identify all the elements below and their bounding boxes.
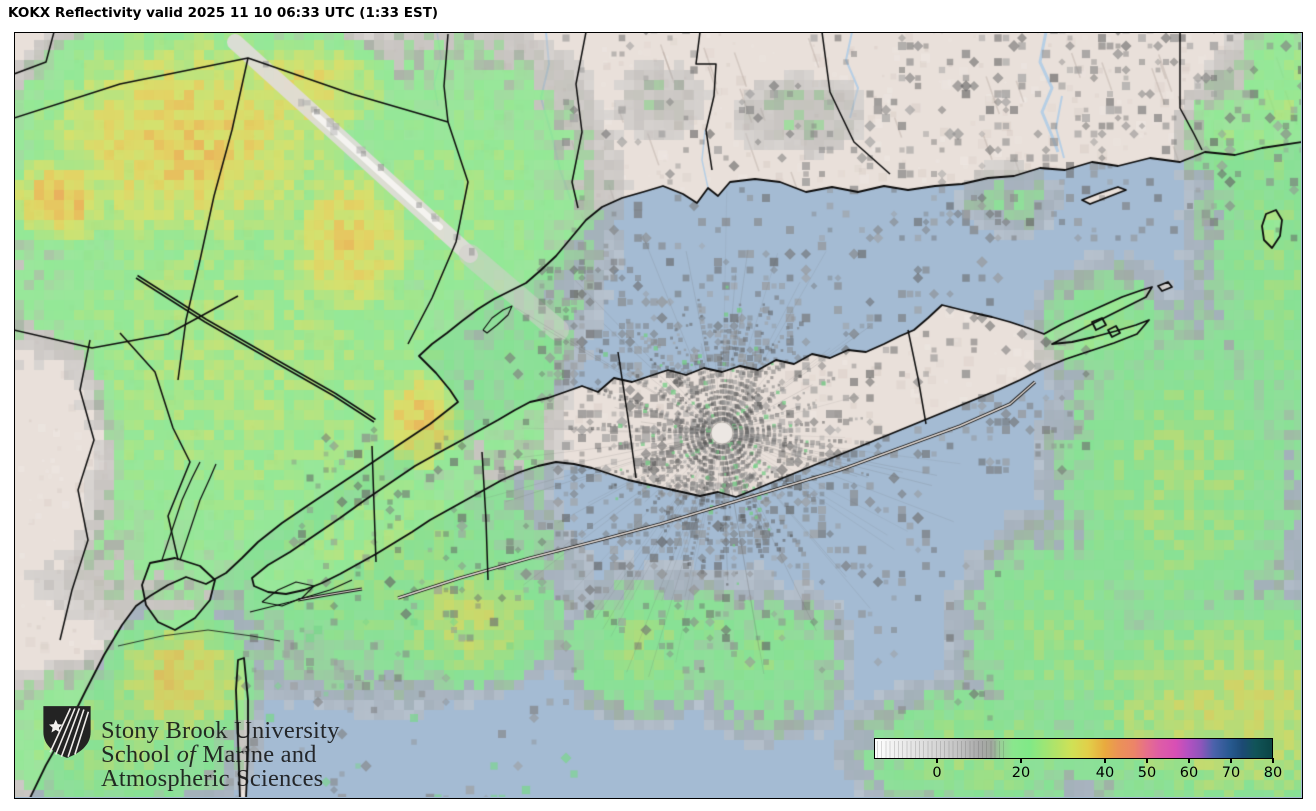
colorbar-tick-mark bbox=[936, 758, 938, 763]
sbu-shield-icon bbox=[43, 706, 91, 758]
colorbar-step-stripes bbox=[877, 741, 1005, 758]
colorbar-tick-mark bbox=[1272, 758, 1274, 763]
radar-map-canvas bbox=[15, 33, 1301, 797]
colorbar-tick-label: 40 bbox=[1095, 765, 1115, 781]
colorbar-tick-label: 20 bbox=[1011, 765, 1031, 781]
colorbar-tick-mark bbox=[1188, 758, 1190, 763]
sbu-logo-text: Stony Brook University School of Marine … bbox=[101, 705, 340, 791]
colorbar-tick-mark bbox=[1146, 758, 1148, 763]
sbu-logo-line1: Stony Brook University bbox=[101, 717, 340, 744]
colorbar-tick-mark bbox=[1104, 758, 1106, 763]
colorbar-tick-label: 80 bbox=[1263, 765, 1283, 781]
colorbar-tick-label: 60 bbox=[1179, 765, 1199, 781]
sbu-logo: Stony Brook University School of Marine … bbox=[41, 705, 340, 791]
colorbar-tick-label: 0 bbox=[932, 765, 942, 781]
sbu-logo-line2: School of Marine and bbox=[101, 741, 317, 768]
page-title: KOKX Reflectivity valid 2025 11 10 06:33… bbox=[8, 5, 439, 21]
reflectivity-colorbar: 0 20 40 50 60 70 80 bbox=[874, 738, 1282, 790]
colorbar-tick-label: 70 bbox=[1221, 765, 1241, 781]
colorbar-tick-mark bbox=[1020, 758, 1022, 763]
colorbar-gradient bbox=[874, 738, 1273, 759]
colorbar-tick-mark bbox=[1230, 758, 1232, 763]
sbu-logo-line3: Atmospheric Sciences bbox=[101, 765, 324, 792]
colorbar-tick-label: 50 bbox=[1137, 765, 1157, 781]
radar-map: Stony Brook University School of Marine … bbox=[14, 32, 1303, 799]
